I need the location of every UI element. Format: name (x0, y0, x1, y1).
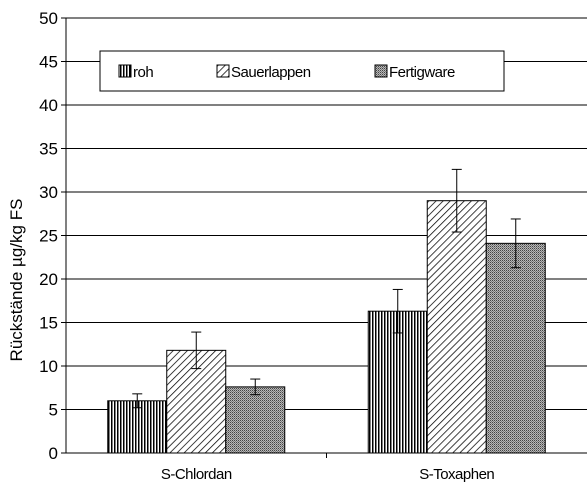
legend: roh Sauerlappen Fertigware (99, 50, 505, 92)
bar (485, 242, 546, 454)
y-tick-label: 10 (39, 357, 58, 376)
legend-label: roh (133, 64, 153, 81)
y-tick-label: 15 (39, 314, 58, 333)
bar (426, 200, 487, 454)
y-tick-labels: 0 5 10 15 20 25 30 35 40 45 50 (39, 9, 58, 463)
y-axis-title: Rückstände µg/kg FS (7, 199, 26, 362)
y-tick-label: 20 (39, 270, 58, 289)
bars (107, 200, 546, 454)
legend-swatch (118, 64, 132, 78)
y-tick-label: 25 (39, 227, 58, 246)
legend-swatch (374, 64, 388, 78)
bar (225, 386, 286, 454)
y-tick-label: 30 (39, 183, 58, 202)
legend-box (99, 50, 505, 92)
legend-label: Fertigware (389, 64, 455, 81)
bar (107, 400, 168, 454)
legend-swatch (216, 64, 230, 78)
y-tick-label: 40 (39, 96, 58, 115)
x-tick-label: S-Toxaphen (419, 466, 494, 483)
y-tick-label: 5 (49, 401, 58, 420)
y-tick-label: 0 (49, 444, 58, 463)
bar (367, 310, 428, 454)
error-bars (132, 168, 521, 409)
legend-label: Sauerlappen (231, 64, 311, 81)
x-tick-label: S-Chlordan (161, 466, 232, 483)
x-tick-labels: S-Chlordan S-Toxaphen (161, 466, 495, 483)
axes (61, 17, 587, 458)
y-tick-label: 50 (39, 9, 58, 28)
y-tick-label: 45 (39, 53, 58, 72)
y-tick-label: 35 (39, 140, 58, 159)
